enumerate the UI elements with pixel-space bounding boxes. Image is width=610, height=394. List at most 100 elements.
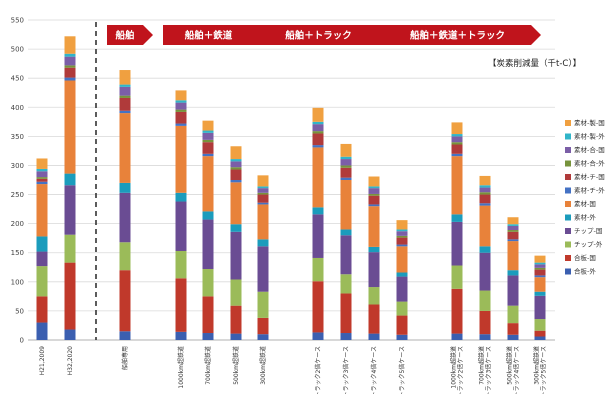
legend-label: 素材-合-外 — [574, 159, 605, 168]
bar-segment — [368, 188, 380, 194]
bar-segment — [230, 159, 242, 162]
bar-segment — [507, 239, 519, 242]
bar-segment — [119, 113, 131, 183]
group-banner-label: 船舶＋鉄道 — [185, 30, 233, 42]
bar-segment — [36, 251, 48, 267]
group-banner-arrow — [163, 25, 264, 45]
group-banner-arrow — [107, 25, 153, 45]
bar-segment — [451, 156, 463, 215]
bar-segment — [230, 169, 242, 180]
bar-segment — [312, 124, 324, 132]
bar-segment — [64, 329, 76, 340]
bar-segment — [64, 53, 76, 57]
bar-segment — [36, 171, 48, 178]
bar-segment — [479, 205, 491, 247]
bar-segment — [479, 175, 491, 186]
bar-stack — [202, 120, 214, 340]
legend-swatch — [565, 268, 571, 275]
bar-segment — [340, 143, 352, 157]
category-label: 1000km超鉄道 +トラック2倍ケース — [450, 346, 465, 394]
legend-swatch — [565, 187, 571, 194]
unit-label: 【炭素削減量（千t-C）】 — [488, 58, 581, 69]
bar-segment — [534, 336, 546, 340]
bar-segment — [479, 187, 491, 193]
bar-segment — [340, 165, 352, 168]
bar-stack — [534, 255, 546, 340]
bar-segment — [368, 333, 380, 340]
bar-segment — [119, 270, 131, 332]
legend-swatch — [565, 201, 571, 207]
bar-segment — [451, 265, 463, 289]
bar-segment — [340, 274, 352, 294]
bar-segment — [257, 186, 269, 189]
bar-segment — [396, 231, 408, 236]
bar-segment — [479, 194, 491, 204]
bar-segment — [119, 95, 131, 98]
bar-segment — [202, 269, 214, 297]
bar-segment — [202, 296, 214, 334]
bar-segment — [368, 206, 380, 247]
bar-segment — [396, 244, 408, 247]
bar-stack — [451, 122, 463, 340]
bar-segment — [312, 214, 324, 258]
y-tick-labels: 0 50 100 150 200 250 300 350 400 450 500 550 — [11, 17, 24, 345]
category-label: 1000km超鉄道 — [177, 346, 185, 389]
bar-segment — [451, 142, 463, 145]
bar-segment — [119, 192, 131, 243]
bar-segment — [396, 334, 408, 340]
bar-segment — [340, 156, 352, 160]
bar-segment — [257, 175, 269, 187]
bar-segment — [36, 266, 48, 297]
legend-label: 合板-外 — [574, 267, 596, 276]
bar-segment — [368, 195, 380, 205]
bar-segment — [312, 133, 324, 146]
bar-segment — [175, 250, 187, 279]
bar-segment — [175, 109, 187, 112]
bar-segment — [534, 277, 546, 292]
y-tick-label: 300 — [11, 162, 24, 170]
bar-segment — [257, 317, 269, 335]
bar-segment — [312, 281, 324, 333]
category-label: H32,2020 — [67, 346, 74, 376]
y-tick-label: 550 — [11, 17, 24, 25]
bar-segment — [312, 131, 324, 134]
bar-segment — [257, 246, 269, 292]
category-label-line: H21,2009 — [39, 346, 46, 376]
category-labels: H21,2009 H32,2020 船舶専用 1000km超鉄道 700km超鉄道 500… — [39, 346, 548, 394]
bar-segment — [202, 130, 214, 133]
bar-segment — [396, 235, 408, 238]
bar-segment — [257, 192, 269, 195]
bar-segment — [202, 333, 214, 340]
legend: 素材-製-国素材-製-外素材-合-国素材-合-外素材-チ-国素材-チ-外素材-国… — [565, 118, 605, 276]
bar-segment — [479, 252, 491, 291]
bar-segment — [312, 107, 324, 122]
bar-segment — [119, 84, 131, 87]
bar-segment — [64, 173, 76, 186]
legend-label: 素材-国 — [574, 199, 596, 208]
legend-swatch — [565, 133, 571, 140]
category-label: H21,2009 — [39, 346, 46, 376]
bar-segment — [36, 236, 48, 252]
legend-swatch — [565, 174, 571, 180]
bar-segment — [507, 231, 519, 240]
bar-segment — [368, 304, 380, 334]
bar-segment — [451, 136, 463, 143]
bar-stack — [257, 175, 269, 340]
bar-segment — [534, 255, 546, 263]
bar-segment — [479, 192, 491, 195]
bar-segment — [507, 241, 519, 271]
bar-segment — [534, 267, 546, 270]
bar-segment — [368, 193, 380, 196]
category-label-line: 1000km超鉄道 — [177, 346, 185, 389]
bar-segment — [340, 333, 352, 340]
bar-segment — [175, 102, 187, 110]
bar-segment — [230, 279, 242, 306]
bar-segment — [507, 230, 519, 232]
category-label: 船舶専用 — [121, 346, 129, 370]
bar-stack — [175, 90, 187, 340]
y-tick-label: 50 — [15, 307, 24, 315]
bar-segment — [451, 134, 463, 137]
group-banner-label: 船舶 — [115, 30, 134, 42]
category-label: 700km超鉄道 +トラック3倍ケース — [478, 346, 493, 394]
bar-segment — [396, 237, 408, 245]
